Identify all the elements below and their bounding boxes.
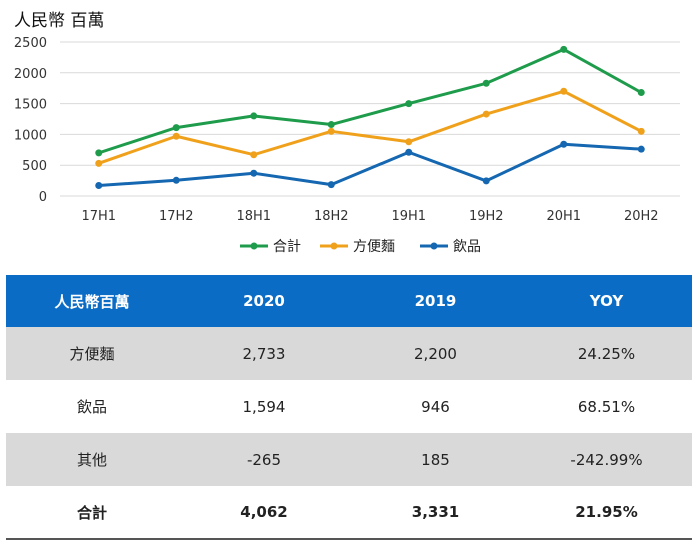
data-point <box>327 127 335 135</box>
row-yoy: 21.95% <box>575 503 638 521</box>
x-axis-ticks: 17H1 17H2 18H1 18H2 19H1 19H2 20H1 20H2 <box>81 209 658 224</box>
row-value-2019: 185 <box>421 450 450 469</box>
legend-label: 飲品 <box>453 239 481 255</box>
data-point <box>637 89 645 97</box>
data-point <box>560 87 568 95</box>
chart-unit-label: 人民幣 百萬 <box>14 11 105 31</box>
y-tick-label: 1000 <box>14 128 47 143</box>
y-tick-label: 0 <box>39 190 47 205</box>
x-tick-label: 17H2 <box>159 209 194 224</box>
data-point <box>482 110 490 118</box>
legend-label: 方便麵 <box>353 239 395 255</box>
x-tick-label: 20H1 <box>546 209 581 224</box>
table-row: 方便麵 2,733 2,200 24.25% <box>6 327 692 380</box>
y-tick-label: 1500 <box>14 98 47 113</box>
row-yoy: -242.99% <box>570 450 643 469</box>
y-tick-label: 2500 <box>14 36 47 51</box>
table-row-total: 合計 4,062 3,331 21.95% <box>6 486 692 539</box>
chart-legend: 合計 方便麵 飲品 <box>240 239 481 255</box>
data-point <box>250 169 258 177</box>
series-line <box>98 89 642 165</box>
data-point <box>250 151 258 159</box>
header-yoy: YOY <box>589 292 624 310</box>
row-value-2020: 4,062 <box>240 503 288 521</box>
y-axis-ticks: 0 500 1000 1500 2000 2500 <box>14 36 47 205</box>
data-point <box>560 45 568 53</box>
row-label: 飲品 <box>76 398 107 416</box>
row-value-2019: 946 <box>421 397 450 416</box>
legend-label: 合計 <box>273 239 301 255</box>
row-label: 其他 <box>76 451 107 469</box>
data-point <box>405 100 413 108</box>
data-point <box>637 145 645 153</box>
row-value-2019: 3,331 <box>411 503 460 521</box>
legend-swatch-marker <box>330 242 338 250</box>
data-point <box>172 176 180 184</box>
series-line <box>98 142 642 188</box>
data-point <box>95 159 103 167</box>
data-table: 人民幣百萬 2020 2019 YOY 方便麵 2,733 2,200 24.2… <box>6 275 692 540</box>
data-point <box>327 121 335 129</box>
data-point <box>327 181 335 189</box>
x-tick-label: 19H1 <box>391 209 426 224</box>
chart-series <box>95 45 645 190</box>
data-point <box>405 148 413 156</box>
data-point <box>95 149 103 157</box>
series-line <box>98 47 642 155</box>
row-value-2020: 2,733 <box>242 344 286 363</box>
data-point <box>172 124 180 132</box>
line-chart: 0 500 1000 1500 2000 2500 17H1 17H2 18H1 18H2 19H… <box>14 36 680 255</box>
header-unit: 人民幣百萬 <box>54 292 130 311</box>
table-row: 其他 -265 185 -242.99% <box>6 433 692 486</box>
legend-swatch-marker <box>250 242 258 250</box>
data-point <box>482 79 490 87</box>
x-tick-label: 18H1 <box>236 209 271 224</box>
data-point <box>95 182 103 190</box>
row-value-2020: -265 <box>246 450 282 469</box>
table-row: 飲品 1,594 946 68.51% <box>6 380 692 433</box>
row-yoy: 68.51% <box>577 397 636 416</box>
row-value-2020: 1,594 <box>242 397 286 416</box>
data-point <box>560 140 568 148</box>
header-2019: 2019 <box>414 292 457 310</box>
row-yoy: 24.25% <box>577 344 636 363</box>
data-point <box>250 112 258 120</box>
x-tick-label: 17H1 <box>81 209 116 224</box>
data-point <box>405 138 413 146</box>
row-value-2019: 2,200 <box>414 344 457 363</box>
chart-grid <box>60 41 680 197</box>
legend-swatch-marker <box>430 242 438 250</box>
row-label: 方便麵 <box>69 345 115 363</box>
x-tick-label: 19H2 <box>469 209 504 224</box>
row-label: 合計 <box>76 503 107 522</box>
x-tick-label: 18H2 <box>314 209 349 224</box>
y-tick-label: 2000 <box>14 67 47 82</box>
data-point <box>482 177 490 185</box>
x-tick-label: 20H2 <box>624 209 659 224</box>
y-tick-label: 500 <box>22 159 47 174</box>
table-header-row: 人民幣百萬 2020 2019 YOY <box>6 275 692 327</box>
data-point <box>172 132 180 140</box>
data-point <box>637 127 645 135</box>
header-2020: 2020 <box>243 292 285 310</box>
